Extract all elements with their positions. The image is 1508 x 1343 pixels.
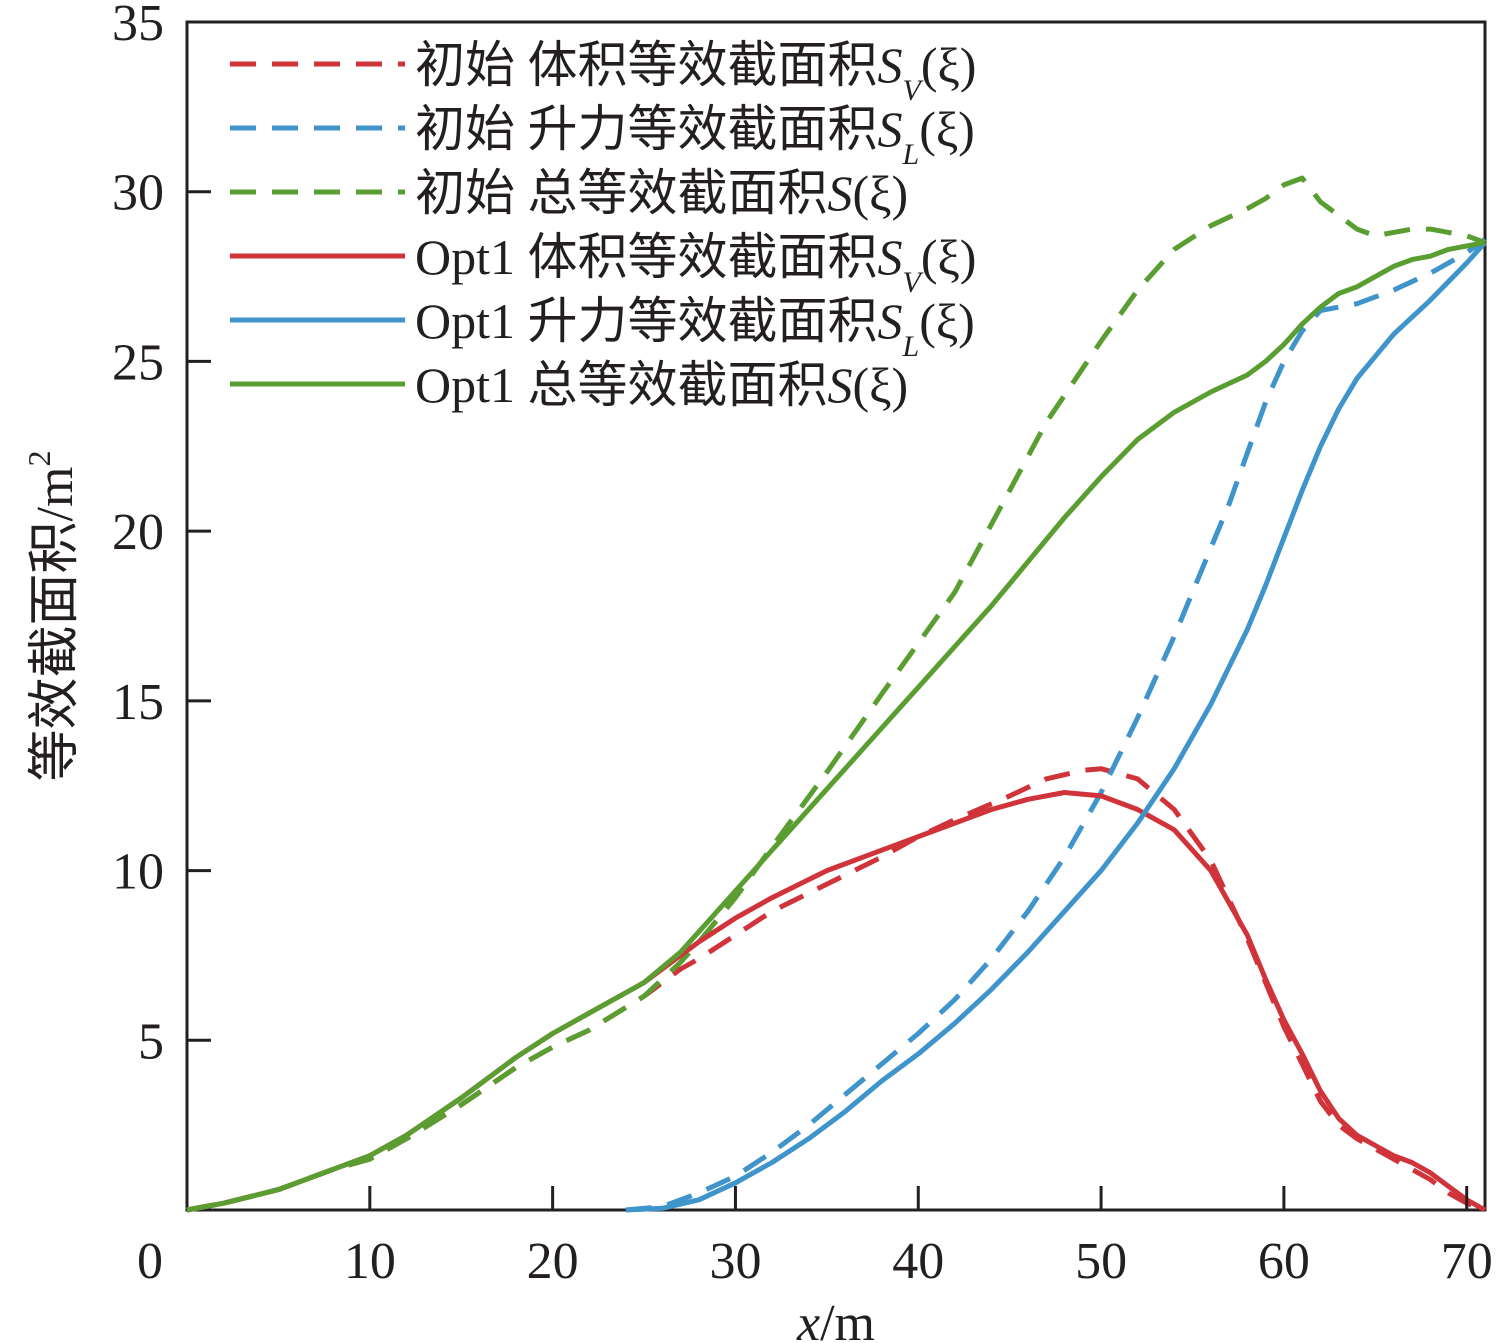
- legend-label-text: 初始 总等效截面积: [415, 165, 828, 221]
- legend-label-subscript: V: [903, 74, 925, 107]
- legend-label-arg: (ξ): [921, 229, 977, 285]
- legend-label-text: Opt1 升力等效截面积: [415, 293, 878, 349]
- x-tick-label: 20: [527, 1233, 579, 1290]
- legend-label-text: Opt1 体积等效截面积: [415, 229, 878, 285]
- x-tick-label: 60: [1258, 1233, 1310, 1290]
- legend-label-text: 初始 体积等效截面积: [415, 37, 878, 93]
- x-tick-label: 40: [892, 1233, 944, 1290]
- x-axis-title: x/m: [796, 1295, 875, 1343]
- legend-label-symbol: S: [878, 37, 903, 93]
- y-tick-label: 10: [112, 844, 164, 901]
- legend-label-arg: (ξ): [921, 37, 977, 93]
- y-axis-title: 等效截面积/m2: [21, 451, 84, 782]
- legend-label-symbol: S: [828, 357, 853, 413]
- x-axis-title-unit: /m: [820, 1295, 875, 1343]
- y-tick-label: 20: [112, 504, 164, 561]
- x-tick-label: 50: [1075, 1233, 1127, 1290]
- legend-label-subscript: V: [903, 266, 925, 299]
- y-tick-label: 30: [112, 165, 164, 222]
- legend-label-arg: (ξ): [853, 357, 909, 413]
- x-tick-label: 70: [1441, 1233, 1493, 1290]
- y-axis-title-main: 等效截面积/m: [27, 467, 84, 782]
- plot-frame: [185, 20, 1487, 1212]
- legend-label-4: Opt1 体积等效截面积SV(ξ): [415, 229, 976, 299]
- legend-label-text: Opt1 总等效截面积: [415, 357, 828, 413]
- x-tick-label: 0: [137, 1233, 163, 1290]
- legend-label-symbol: S: [878, 101, 903, 157]
- legend-label-arg: (ξ): [919, 293, 975, 349]
- y-tick-label: 5: [138, 1013, 164, 1070]
- legend-label-arg: (ξ): [919, 101, 975, 157]
- legend: 初始 体积等效截面积SV(ξ)初始 升力等效截面积SL(ξ)初始 总等效截面积S…: [230, 37, 976, 413]
- legend-label-symbol: S: [878, 293, 903, 349]
- series-line-2: [625, 237, 1487, 1213]
- legend-label-6: Opt1 总等效截面积S(ξ): [415, 357, 908, 413]
- series-line-5: [625, 240, 1487, 1213]
- x-axis-title-var: x: [796, 1295, 820, 1343]
- x-tick-label: 10: [344, 1233, 396, 1290]
- y-tick-label: 35: [112, 0, 164, 52]
- series-line-6: [186, 240, 1486, 1213]
- y-tick-label: 25: [112, 334, 164, 391]
- legend-label-1: 初始 体积等效截面积SV(ξ): [415, 37, 976, 107]
- legend-label-arg: (ξ): [853, 165, 909, 221]
- legend-label-3: 初始 总等效截面积S(ξ): [415, 165, 908, 221]
- y-tick-label: 15: [112, 674, 164, 731]
- legend-label-5: Opt1 升力等效截面积SL(ξ): [415, 293, 975, 363]
- series-layer: [186, 175, 1487, 1213]
- series-line-1: [186, 766, 1486, 1213]
- legend-label-subscript: L: [902, 330, 920, 363]
- tick-layer: 0 10 20 30 40 50 60 70 5 10 15 20 25 30 35: [112, 0, 1493, 1290]
- legend-label-subscript: L: [902, 138, 920, 171]
- y-axis-title-sup: 2: [21, 451, 57, 467]
- legend-label-text: 初始 升力等效截面积: [415, 101, 878, 157]
- legend-label-symbol: S: [828, 165, 853, 221]
- x-tick-label: 30: [709, 1233, 761, 1290]
- legend-label-2: 初始 升力等效截面积SL(ξ): [415, 101, 975, 171]
- legend-label-symbol: S: [878, 229, 903, 285]
- series-line-3: [186, 175, 1486, 1213]
